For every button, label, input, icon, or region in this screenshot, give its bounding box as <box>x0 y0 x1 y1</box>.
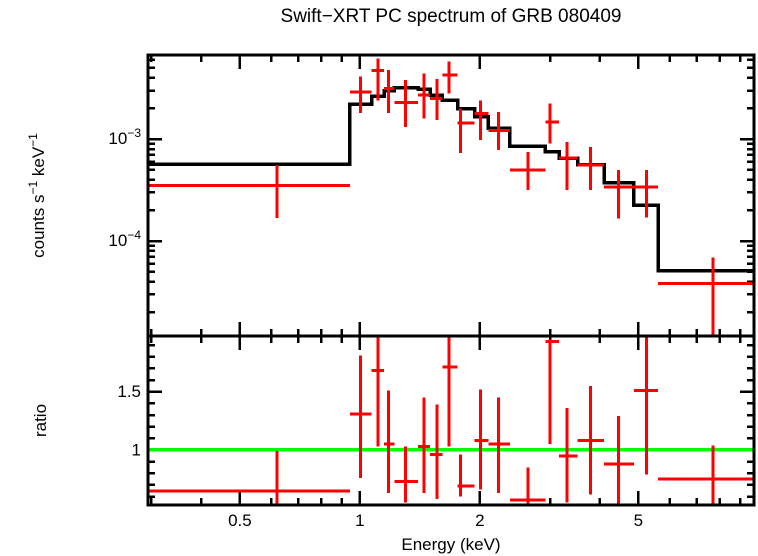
ratio-data-point <box>457 454 475 497</box>
spectrum-data-point <box>442 61 458 94</box>
y-tick-label: 1 <box>132 440 141 459</box>
y-tick-label: 10−3 <box>108 126 141 148</box>
spectrum-data-point <box>604 169 634 219</box>
spectrum-data-point <box>577 146 605 191</box>
spectrum-data-point <box>545 103 560 144</box>
spectrum-data-point <box>418 73 431 119</box>
spectrum-y-tick-labels: 10−3 10−4 <box>108 126 141 250</box>
chart-title: Swift−XRT PC spectrum of GRB 080409 <box>280 6 622 27</box>
ratio-data-point <box>418 397 431 494</box>
x-tick-label: 0.5 <box>228 511 252 530</box>
ratio-data-point <box>371 336 385 447</box>
ratio-data-points <box>148 336 754 505</box>
ratio-data-point <box>559 408 578 503</box>
x-tick-label: 1 <box>355 511 364 530</box>
spectrum-data-point <box>371 58 385 101</box>
spectrum-data-point <box>394 80 419 127</box>
ratio-data-point <box>633 336 659 475</box>
ratio-data-point <box>658 445 754 505</box>
ratio-panel-frame <box>146 334 756 507</box>
spectrum-data-point <box>658 257 754 336</box>
spectrum-data-point <box>384 70 395 114</box>
x-tick-labels: 0.5 1 2 5 <box>228 511 643 530</box>
model-histogram <box>148 85 754 273</box>
ratio-data-point <box>545 339 560 445</box>
ratio-data-point <box>148 451 350 505</box>
ratio-data-point <box>349 355 372 478</box>
ratio-data-point <box>604 416 634 505</box>
spectrum-data-point <box>633 169 659 218</box>
x-axis-label: Energy (keV) <box>401 535 500 554</box>
spectrum-panel-ticks <box>148 55 754 336</box>
x-tick-label: 2 <box>475 511 484 530</box>
ratio-data-point <box>394 446 419 503</box>
spectrum-data-point <box>559 141 578 191</box>
y-tick-label: 1.5 <box>117 382 141 401</box>
ratio-data-point <box>509 467 546 505</box>
spectrum-y-axis-label: counts s−1 keV−1 <box>26 133 48 258</box>
spectrum-data-point <box>474 100 489 141</box>
ratio-data-point <box>488 397 510 494</box>
ratio-data-point <box>430 404 443 499</box>
ratio-y-tick-labels: 1.51 <box>117 382 141 459</box>
x-tick-label: 5 <box>634 511 643 530</box>
ratio-y-axis-label: ratio <box>31 404 50 437</box>
spectrum-data-point <box>148 164 350 219</box>
spectrum-data-point <box>488 111 510 151</box>
ratio-data-point <box>577 385 605 495</box>
spectrum-data-point <box>457 108 475 154</box>
spectrum-data-point <box>349 76 372 114</box>
ratio-data-point <box>384 390 395 494</box>
spectrum-data-point <box>509 151 546 191</box>
spectrum-data-points <box>148 58 754 336</box>
ratio-data-point <box>442 336 458 447</box>
ratio-data-point <box>474 389 489 490</box>
y-tick-label: 10−4 <box>108 228 141 250</box>
spectrum-panel-frame <box>146 53 756 338</box>
spectrum-data-point <box>430 78 443 121</box>
